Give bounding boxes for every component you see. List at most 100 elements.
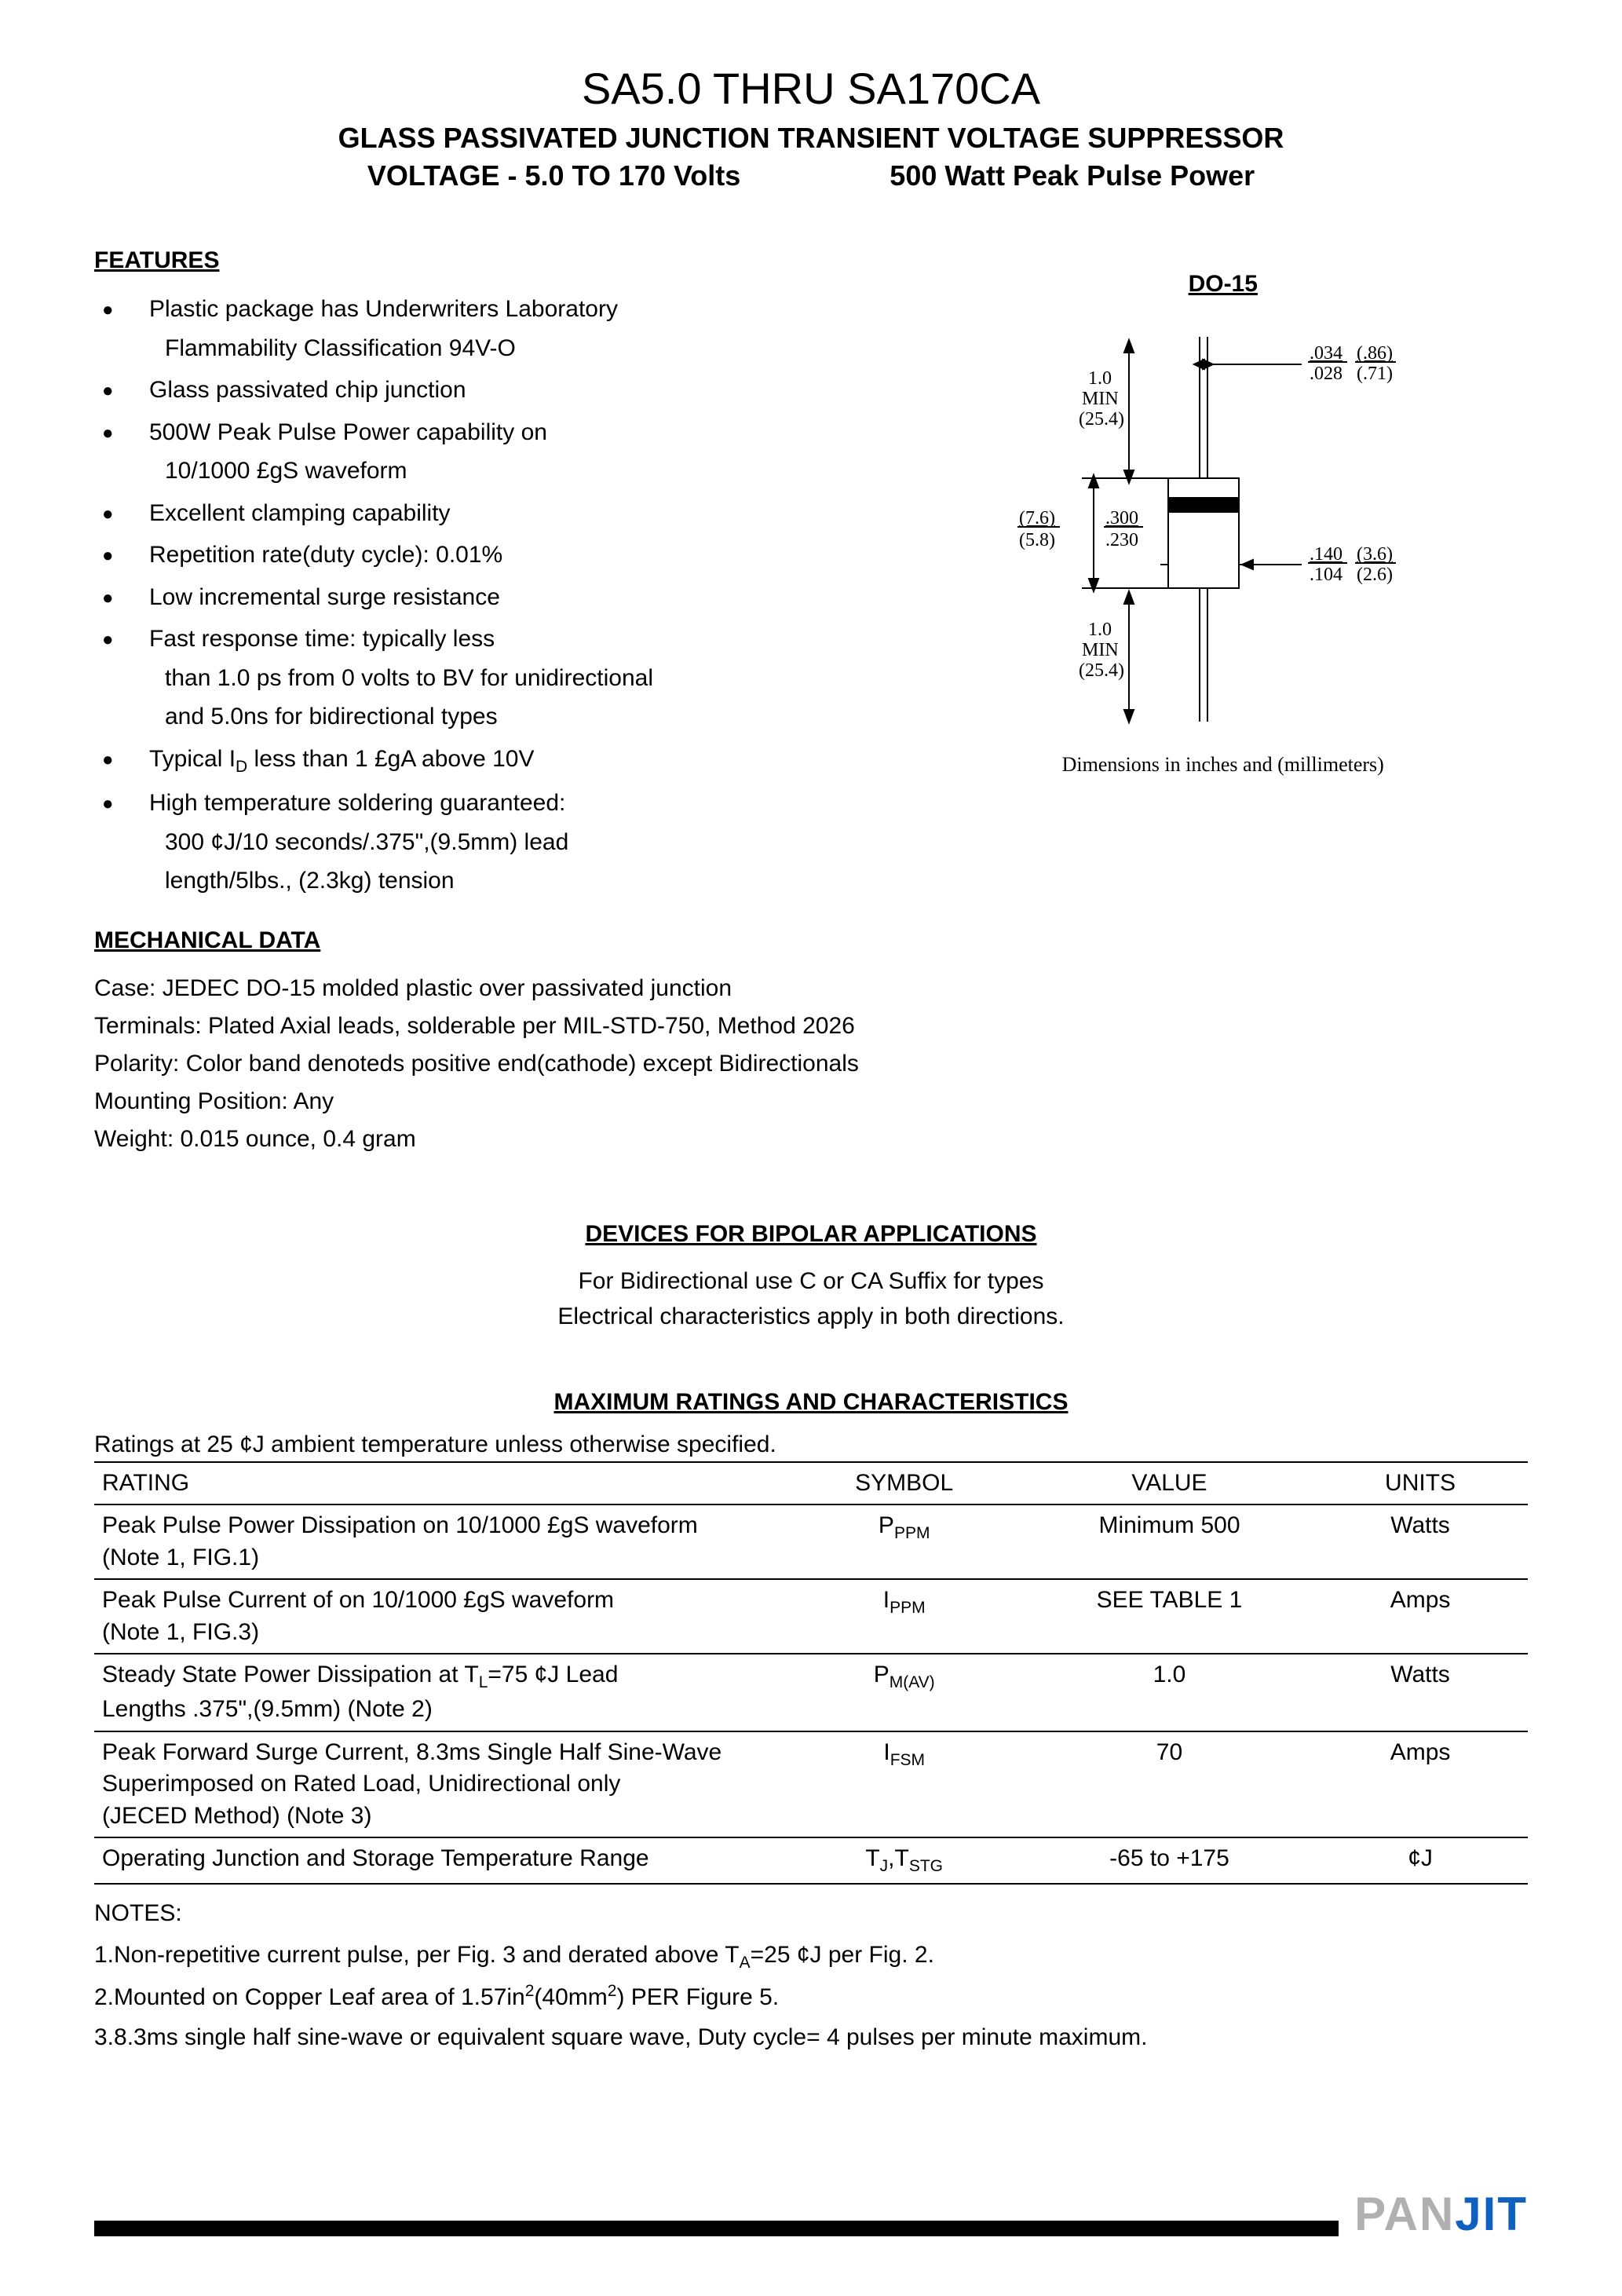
feature-item: High temperature soldering guaranteed:30… xyxy=(94,784,886,901)
dim-body-dia-min: .104 xyxy=(1310,565,1343,585)
cell-units: Amps xyxy=(1313,1731,1528,1838)
header: SA5.0 THRU SA170CA GLASS PASSIVATED JUNC… xyxy=(94,63,1528,192)
mechanical-line: Polarity: Color band denoteds positive e… xyxy=(94,1045,1528,1083)
features-list: Plastic package has Underwriters Laborat… xyxy=(94,290,886,901)
dim-body-len-min: .230 xyxy=(1105,530,1138,550)
dim-lead-min-mm-b: (25.4) xyxy=(1079,660,1124,681)
dim-body-len-max: .300 xyxy=(1105,508,1138,528)
mechanical-heading: MECHANICAL DATA xyxy=(94,927,1528,954)
dim-lead-dia-max-mm: (.86) xyxy=(1357,343,1393,364)
table-row: Peak Pulse Current of on 10/1000 £gS wav… xyxy=(94,1579,1528,1654)
dim-lead-min-label-b: MIN xyxy=(1082,640,1119,660)
dim-lead-dia-max: .034 xyxy=(1310,343,1343,364)
cell-symbol: IPPM xyxy=(782,1579,1025,1654)
cell-symbol: PM(AV) xyxy=(782,1654,1025,1731)
feature-item: Excellent clamping capability xyxy=(94,494,886,533)
table-row: Peak Pulse Power Dissipation on 10/1000 … xyxy=(94,1504,1528,1579)
feature-item: Low incremental surge resistance xyxy=(94,578,886,617)
feature-item: Glass passivated chip junction xyxy=(94,371,886,410)
bipolar-line2: Electrical characteristics apply in both… xyxy=(94,1299,1528,1334)
cell-units: Watts xyxy=(1313,1654,1528,1731)
cell-units: Watts xyxy=(1313,1504,1528,1579)
notes-section: NOTES: 1.Non-repetitive current pulse, p… xyxy=(94,1900,1528,2057)
bipolar-heading: DEVICES FOR BIPOLAR APPLICATIONS xyxy=(585,1221,1036,1248)
cell-value: -65 to +175 xyxy=(1026,1837,1313,1883)
package-caption: Dimensions in inches and (millimeters) xyxy=(918,753,1528,777)
cell-value: SEE TABLE 1 xyxy=(1026,1579,1313,1654)
cell-symbol: PPPM xyxy=(782,1504,1025,1579)
note-item: 3.8.3ms single half sine-wave or equival… xyxy=(94,2017,1528,2057)
package-diagram: 1.0 MIN (25.4) .034 .028 (.86) (.71) xyxy=(1003,321,1443,729)
feature-item-cont: than 1.0 ps from 0 volts to BV for unidi… xyxy=(149,659,886,698)
dim-body-dia-max-mm: (3.6) xyxy=(1357,544,1393,565)
title-subtitle1: GLASS PASSIVATED JUNCTION TRANSIENT VOLT… xyxy=(94,122,1528,155)
col-symbol: SYMBOL xyxy=(782,1462,1025,1505)
package-label: DO-15 xyxy=(918,271,1528,298)
bipolar-line1: For Bidirectional use C or CA Suffix for… xyxy=(94,1263,1528,1299)
cell-value: 1.0 xyxy=(1026,1654,1313,1731)
dim-lead-min-label: MIN xyxy=(1082,389,1119,409)
cell-rating: Steady State Power Dissipation at TL=75 … xyxy=(94,1654,782,1731)
title-subtitle2: VOLTAGE - 5.0 TO 170 Volts 500 Watt Peak… xyxy=(94,159,1528,192)
col-value: VALUE xyxy=(1026,1462,1313,1505)
table-header-row: RATING SYMBOL VALUE UNITS xyxy=(94,1462,1528,1505)
feature-item-cont: Flammability Classification 94V-O xyxy=(149,329,886,368)
footer: PANJIT xyxy=(94,2221,1528,2233)
table-row: Peak Forward Surge Current, 8.3ms Single… xyxy=(94,1731,1528,1838)
cell-rating: Peak Pulse Current of on 10/1000 £gS wav… xyxy=(94,1579,782,1654)
table-row: Operating Junction and Storage Temperatu… xyxy=(94,1837,1528,1883)
ratings-subhead: Ratings at 25 ¢J ambient temperature unl… xyxy=(94,1431,1528,1458)
cell-rating: Peak Pulse Power Dissipation on 10/1000 … xyxy=(94,1504,782,1579)
feature-item: 500W Peak Pulse Power capability on10/10… xyxy=(94,413,886,491)
content-row: FEATURES Plastic package has Underwriter… xyxy=(94,224,1528,904)
col-units: UNITS xyxy=(1313,1462,1528,1505)
power-rating: 500 Watt Peak Pulse Power xyxy=(890,159,1255,192)
feature-item: Plastic package has Underwriters Laborat… xyxy=(94,290,886,367)
feature-item-cont: 10/1000 £gS waveform xyxy=(149,452,886,491)
mechanical-list: Case: JEDEC DO-15 molded plastic over pa… xyxy=(94,970,1528,1158)
dim-lead-dia-min: .028 xyxy=(1310,364,1343,384)
logo-jit: JIT xyxy=(1455,2188,1528,2240)
dim-lead-min: 1.0 xyxy=(1088,368,1112,389)
notes-heading: NOTES: xyxy=(94,1900,1528,1927)
dim-body-dia-max: .140 xyxy=(1310,544,1343,565)
ratings-heading: MAXIMUM RATINGS AND CHARACTERISTICS xyxy=(554,1389,1069,1416)
dim-body-len-min-mm: (5.8) xyxy=(1019,530,1055,550)
right-column: DO-15 1.0 MIN (25.4) xyxy=(918,224,1528,904)
voltage-range: VOLTAGE - 5.0 TO 170 Volts xyxy=(367,159,740,192)
feature-item-cont: length/5lbs., (2.3kg) tension xyxy=(149,861,886,901)
mechanical-line: Weight: 0.015 ounce, 0.4 gram xyxy=(94,1121,1528,1158)
bipolar-section: DEVICES FOR BIPOLAR APPLICATIONS For Bid… xyxy=(94,1197,1528,1334)
dim-lead-min-b: 1.0 xyxy=(1088,620,1112,640)
table-row: Steady State Power Dissipation at TL=75 … xyxy=(94,1654,1528,1731)
cell-rating: Peak Forward Surge Current, 8.3ms Single… xyxy=(94,1731,782,1838)
ratings-table: RATING SYMBOL VALUE UNITS Peak Pulse Pow… xyxy=(94,1461,1528,1885)
feature-item: Fast response time: typically lessthan 1… xyxy=(94,620,886,737)
feature-item-cont: 300 ¢J/10 seconds/.375",(9.5mm) lead xyxy=(149,823,886,862)
brand-logo: PANJIT xyxy=(1339,2187,1528,2241)
cell-symbol: TJ,TSTG xyxy=(782,1837,1025,1883)
cell-value: 70 xyxy=(1026,1731,1313,1838)
dim-body-len-max-mm: (7.6) xyxy=(1019,508,1055,528)
cell-value: Minimum 500 xyxy=(1026,1504,1313,1579)
cell-units: Amps xyxy=(1313,1579,1528,1654)
ratings-header-wrap: MAXIMUM RATINGS AND CHARACTERISTICS xyxy=(94,1366,1528,1431)
cell-units: ¢J xyxy=(1313,1837,1528,1883)
mechanical-line: Case: JEDEC DO-15 molded plastic over pa… xyxy=(94,970,1528,1007)
note-item: 1.Non-repetitive current pulse, per Fig.… xyxy=(94,1935,1528,1977)
mechanical-line: Terminals: Plated Axial leads, solderabl… xyxy=(94,1007,1528,1045)
col-rating: RATING xyxy=(94,1462,782,1505)
mechanical-line: Mounting Position: Any xyxy=(94,1083,1528,1121)
footer-bar xyxy=(94,2221,1528,2236)
logo-pan: PAN xyxy=(1354,2188,1455,2240)
left-column: FEATURES Plastic package has Underwriter… xyxy=(94,224,886,904)
dim-lead-min-mm: (25.4) xyxy=(1079,409,1124,430)
dim-lead-dia-min-mm: (.71) xyxy=(1357,364,1393,384)
note-item: 2.Mounted on Copper Leaf area of 1.57in2… xyxy=(94,1977,1528,2017)
feature-item: Typical ID less than 1 £gA above 10V xyxy=(94,740,886,781)
features-heading: FEATURES xyxy=(94,247,886,274)
title-main: SA5.0 THRU SA170CA xyxy=(94,63,1528,114)
feature-item-cont: and 5.0ns for bidirectional types xyxy=(149,697,886,737)
cell-rating: Operating Junction and Storage Temperatu… xyxy=(94,1837,782,1883)
dim-body-dia-min-mm: (2.6) xyxy=(1357,565,1393,585)
